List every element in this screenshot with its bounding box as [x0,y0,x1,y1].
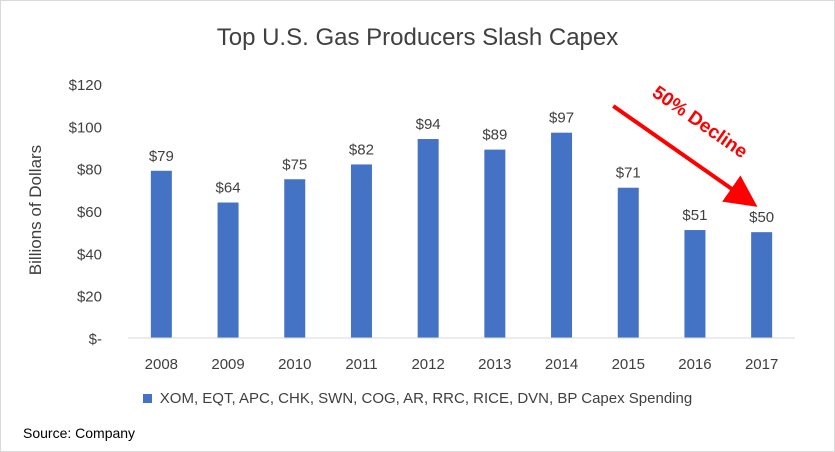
bar [551,132,573,338]
y-tick-label: $120 [69,77,102,94]
bar [350,164,372,338]
decline-arrow [612,104,758,207]
bar-data-label: $89 [482,127,507,144]
bar-data-label: $71 [616,165,641,182]
legend-swatch [142,394,152,403]
x-tick-label: 2015 [612,356,645,373]
x-tick-label: 2009 [211,356,244,373]
x-tick-label: 2016 [678,356,711,373]
bar-data-label: $75 [282,156,307,173]
x-tick-label: 2014 [545,356,578,373]
bar-data-label: $82 [349,141,374,158]
x-tick-label: 2012 [411,356,444,373]
chart-title: Top U.S. Gas Producers Slash Capex [216,24,619,51]
bar [217,202,239,338]
bar-data-label: $51 [682,207,707,224]
y-tick-label: $100 [69,119,102,136]
bar [284,179,306,338]
x-tick-label: 2010 [278,356,311,373]
legend-label: XOM, EQT, APC, CHK, SWN, COG, AR, RRC, R… [159,390,693,407]
bar-data-label: $79 [149,148,174,165]
bar [751,232,773,338]
bar-data-label: $64 [216,180,241,197]
y-tick-label: $20 [77,289,102,306]
bar-data-label: $50 [749,209,774,226]
bar [684,230,706,338]
bar [150,170,172,338]
x-tick-label: 2008 [145,356,178,373]
decline-annotation: 50% Decline [648,82,751,163]
bar [617,187,639,338]
bar-data-label: $94 [416,116,441,133]
y-tick-label: $40 [77,246,102,263]
legend: XOM, EQT, APC, CHK, SWN, COG, AR, RRC, R… [0,390,835,407]
x-tick-label: 2011 [345,356,377,373]
source-note: Source: Company [23,425,136,441]
y-tick-label: $80 [77,162,102,179]
y-tick-label: $60 [77,204,102,221]
x-tick-label: 2017 [745,356,778,373]
bar [484,149,506,338]
y-tick-label: $- [89,331,102,348]
bar-data-label: $97 [549,110,574,127]
x-tick-label: 2013 [478,356,511,373]
bar [417,139,439,338]
